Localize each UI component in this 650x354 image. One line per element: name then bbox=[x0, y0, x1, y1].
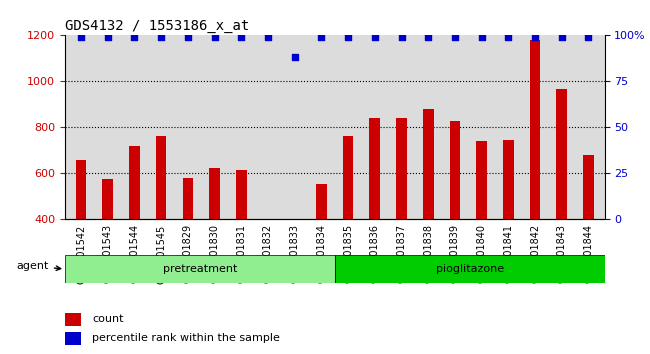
Bar bbox=[263, 219, 273, 312]
Bar bbox=[316, 184, 327, 312]
Bar bbox=[369, 118, 380, 312]
Bar bbox=[503, 140, 514, 312]
Point bbox=[236, 34, 246, 40]
Bar bbox=[183, 178, 193, 312]
Text: GDS4132 / 1553186_x_at: GDS4132 / 1553186_x_at bbox=[65, 19, 249, 33]
Bar bbox=[343, 136, 354, 312]
Point bbox=[450, 34, 460, 40]
Point bbox=[503, 34, 514, 40]
Point bbox=[423, 34, 434, 40]
Bar bbox=[156, 136, 166, 312]
Bar bbox=[209, 168, 220, 312]
Bar bbox=[396, 118, 407, 312]
FancyBboxPatch shape bbox=[65, 255, 335, 283]
Point bbox=[556, 34, 567, 40]
Point bbox=[396, 34, 407, 40]
Point bbox=[103, 34, 113, 40]
Bar bbox=[103, 179, 113, 312]
Point bbox=[76, 34, 86, 40]
Point bbox=[183, 34, 193, 40]
Point bbox=[263, 34, 273, 40]
Point bbox=[129, 34, 140, 40]
Point bbox=[530, 34, 540, 40]
Point bbox=[583, 34, 593, 40]
Bar bbox=[530, 40, 540, 312]
Point bbox=[343, 34, 354, 40]
Bar bbox=[556, 90, 567, 312]
Bar bbox=[289, 219, 300, 312]
Text: percentile rank within the sample: percentile rank within the sample bbox=[92, 333, 280, 343]
Bar bbox=[75, 160, 86, 312]
Text: pretreatment: pretreatment bbox=[162, 264, 237, 274]
Bar bbox=[129, 146, 140, 312]
Point bbox=[289, 55, 300, 60]
Bar bbox=[65, 332, 81, 345]
Bar bbox=[236, 170, 246, 312]
Point bbox=[476, 34, 487, 40]
Text: pioglitazone: pioglitazone bbox=[436, 264, 504, 274]
Bar bbox=[476, 141, 487, 312]
Point bbox=[370, 34, 380, 40]
FancyBboxPatch shape bbox=[335, 255, 604, 283]
Text: agent: agent bbox=[16, 261, 60, 271]
Text: count: count bbox=[92, 314, 124, 324]
Bar bbox=[450, 120, 460, 312]
Bar bbox=[65, 313, 81, 326]
Point bbox=[209, 34, 220, 40]
Bar bbox=[423, 109, 434, 312]
Point bbox=[156, 34, 166, 40]
Bar bbox=[583, 155, 594, 312]
Point bbox=[316, 34, 326, 40]
